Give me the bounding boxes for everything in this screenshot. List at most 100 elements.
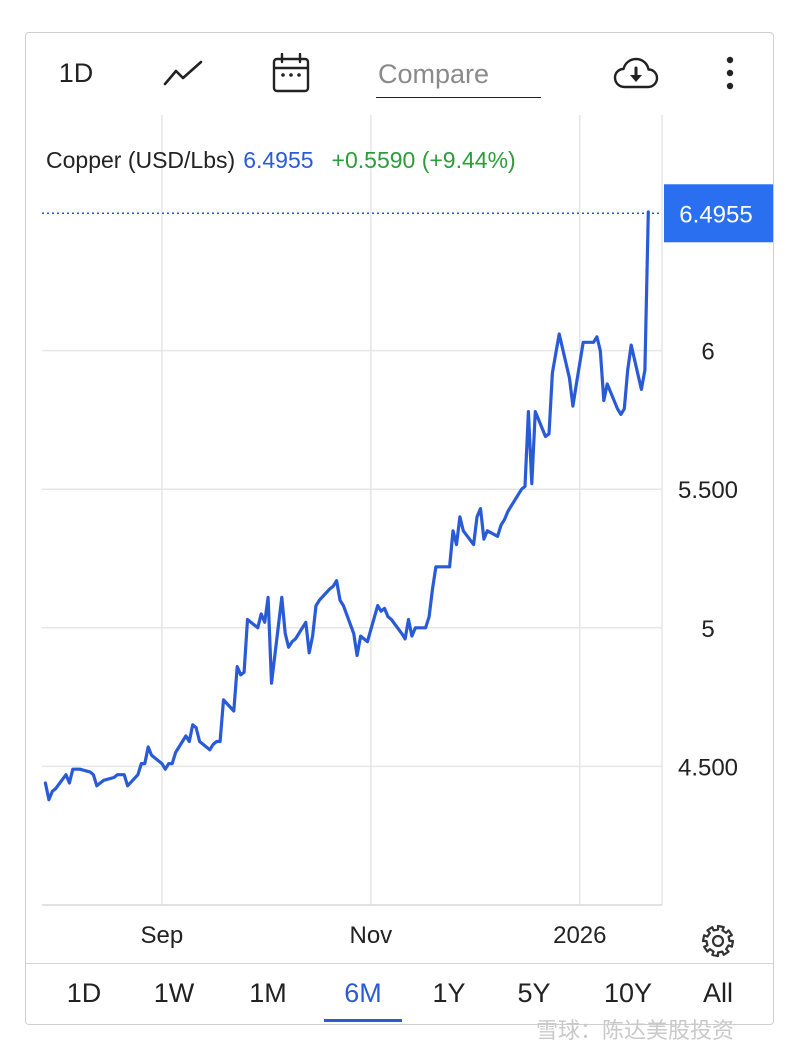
data-point <box>644 369 646 371</box>
data-point <box>140 762 142 764</box>
period-1w[interactable]: 1W <box>144 964 204 1022</box>
data-point <box>137 774 139 776</box>
data-point <box>472 543 474 545</box>
data-point <box>284 632 286 634</box>
data-point <box>222 699 224 701</box>
data-point <box>520 488 522 490</box>
data-point <box>572 405 574 407</box>
data-point <box>188 740 190 742</box>
data-point <box>99 782 101 784</box>
data-point <box>551 372 553 374</box>
data-point <box>342 604 344 606</box>
data-point <box>640 388 642 390</box>
data-point <box>359 635 361 637</box>
data-point <box>161 762 163 764</box>
data-point <box>219 740 221 742</box>
data-point <box>144 762 146 764</box>
data-point <box>627 369 629 371</box>
data-point <box>164 768 166 770</box>
data-point <box>455 543 457 545</box>
data-point <box>548 433 550 435</box>
data-point <box>363 638 365 640</box>
data-point <box>616 408 618 410</box>
data-point <box>281 596 283 598</box>
data-point <box>287 646 289 648</box>
data-point <box>257 627 259 629</box>
period-6m[interactable]: 6M <box>324 964 402 1022</box>
data-point <box>452 530 454 532</box>
data-point <box>623 408 625 410</box>
y-tick-label: 5 <box>701 616 714 643</box>
data-point <box>459 516 461 518</box>
data-point <box>198 740 200 742</box>
data-point <box>267 596 269 598</box>
data-point <box>401 632 403 634</box>
data-point <box>171 762 173 764</box>
data-point <box>305 621 307 623</box>
legend-price: 6.4955 <box>243 147 313 173</box>
period-1y[interactable]: 1Y <box>420 964 478 1022</box>
data-point <box>308 652 310 654</box>
data-point <box>448 566 450 568</box>
data-point <box>168 762 170 764</box>
data-point <box>233 710 235 712</box>
data-point <box>582 341 584 343</box>
data-point <box>486 530 488 532</box>
data-point <box>209 749 211 751</box>
data-point <box>366 641 368 643</box>
data-point <box>407 618 409 620</box>
data-point <box>72 768 74 770</box>
data-point <box>524 485 526 487</box>
data-point <box>291 641 293 643</box>
data-point <box>79 768 81 770</box>
data-point <box>424 627 426 629</box>
chart-legend: Copper (USD/Lbs) 6.4955 +0.5590 (+9.44%) <box>46 147 516 174</box>
data-point <box>68 782 70 784</box>
data-point <box>270 682 272 684</box>
watermark-text: 雪球：陈达美股投资 <box>536 1013 734 1045</box>
data-point <box>575 383 577 385</box>
data-point <box>383 607 385 609</box>
data-point <box>246 618 248 620</box>
data-point <box>65 774 67 776</box>
data-point <box>496 535 498 537</box>
data-point <box>264 621 266 623</box>
data-point <box>294 638 296 640</box>
data-point <box>507 510 509 512</box>
period-1d[interactable]: 1D <box>54 964 114 1022</box>
data-point <box>335 580 337 582</box>
instrument-name: Copper (USD/Lbs) <box>46 147 235 173</box>
series-line <box>45 212 648 800</box>
data-point <box>51 790 53 792</box>
data-point <box>390 618 392 620</box>
data-point <box>236 665 238 667</box>
data-point <box>123 774 125 776</box>
data-point <box>603 399 605 401</box>
data-point <box>531 483 533 485</box>
data-point <box>243 671 245 673</box>
data-point <box>599 349 601 351</box>
data-point <box>479 507 481 509</box>
data-point <box>150 754 152 756</box>
data-point <box>116 774 118 776</box>
data-point <box>126 785 128 787</box>
data-point <box>404 638 406 640</box>
data-point <box>503 519 505 521</box>
data-point <box>596 336 598 338</box>
data-point <box>462 530 464 532</box>
x-tick-label: 2026 <box>553 922 606 949</box>
data-point <box>411 635 413 637</box>
data-point <box>75 768 77 770</box>
data-point <box>414 627 416 629</box>
data-point <box>356 654 358 656</box>
data-point <box>240 674 242 676</box>
data-point <box>380 610 382 612</box>
data-point <box>377 604 379 606</box>
gear-icon[interactable] <box>700 923 736 959</box>
data-point <box>339 599 341 601</box>
data-point <box>315 604 317 606</box>
data-point <box>195 726 197 728</box>
data-point <box>558 333 560 335</box>
y-tick-label: 4.500 <box>678 754 738 781</box>
period-1m[interactable]: 1M <box>236 964 300 1022</box>
